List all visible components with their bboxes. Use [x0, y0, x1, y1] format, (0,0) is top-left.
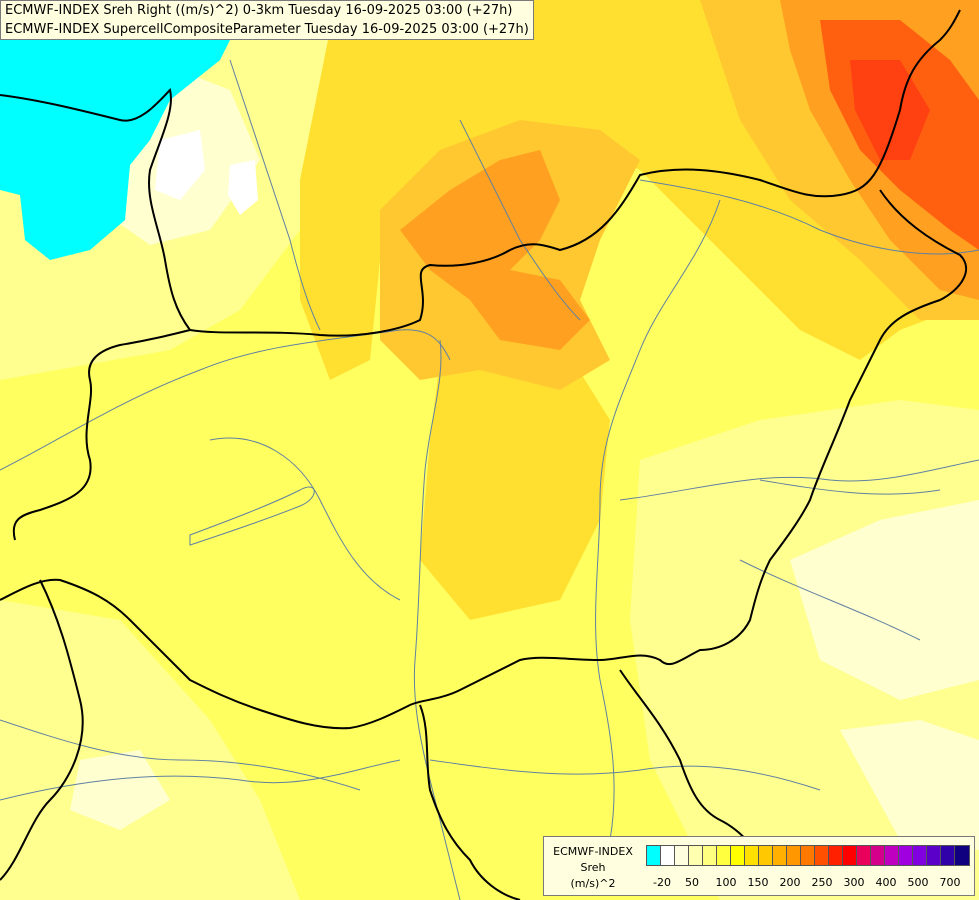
gold-central — [420, 340, 610, 620]
legend-label-line-2: Sreh — [580, 861, 606, 874]
lake-balaton — [189, 486, 315, 546]
river-east-1 — [759, 479, 941, 495]
border-south — [0, 578, 411, 730]
legend-tick-label: -20 — [653, 876, 671, 889]
border-north — [0, 9, 961, 337]
legend-tick-label: 200 — [779, 876, 801, 889]
legend-tick-label: 500 — [907, 876, 929, 889]
border-east — [409, 189, 967, 706]
rivers-layer — [0, 59, 979, 900]
title-box: ECMWF-INDEX Sreh Right ((m/s)^2) 0-3km T… — [0, 0, 534, 40]
legend-tick-label: 250 — [811, 876, 833, 889]
border-west — [12, 329, 191, 541]
river-south-west — [0, 759, 401, 801]
river-north-east — [639, 179, 979, 255]
title-line-1: ECMWF-INDEX Sreh Right ((m/s)^2) 0-3km T… — [5, 3, 513, 18]
border-west-2 — [0, 579, 84, 881]
legend-tick-label: 150 — [747, 876, 769, 889]
pale-patch-south-west — [70, 750, 170, 830]
river-north — [459, 119, 581, 321]
river-south-1 — [429, 759, 821, 791]
river-west — [229, 59, 321, 331]
light-yellow-south-west — [0, 600, 300, 900]
legend-tick-label: 400 — [875, 876, 897, 889]
river-danube-north — [0, 329, 451, 471]
river-east-3 — [739, 559, 921, 641]
borders-layer — [0, 9, 967, 900]
cyan-region — [0, 0, 250, 260]
legend-label-line-3: (m/s)^2 — [570, 877, 616, 890]
legend-tick-label: 700 — [939, 876, 961, 889]
legend-tick-label: 300 — [843, 876, 865, 889]
pale-patch-south-east — [840, 720, 979, 850]
red-east-core — [850, 60, 930, 160]
title-line-2: ECMWF-INDEX SupercellCompositeParameter … — [5, 22, 529, 37]
legend-swatch — [954, 845, 970, 866]
color-legend: ECMWF-INDEX Sreh (m/s)^2 -20 50 100 150 200 2… — [543, 836, 975, 896]
river-sava — [0, 719, 361, 791]
river-tisza — [595, 199, 721, 841]
border-south-2 — [419, 704, 521, 900]
pale-patch-east — [790, 500, 979, 700]
legend-tick-label: 100 — [715, 876, 737, 889]
river-east-2 — [619, 459, 979, 501]
legend-tick-label: 50 — [685, 876, 699, 889]
river-balaton-area — [209, 437, 401, 601]
legend-label-line-1: ECMWF-INDEX — [553, 845, 633, 858]
white-patch — [155, 130, 205, 200]
white-patch-2 — [228, 160, 258, 215]
orange-center — [400, 150, 590, 350]
